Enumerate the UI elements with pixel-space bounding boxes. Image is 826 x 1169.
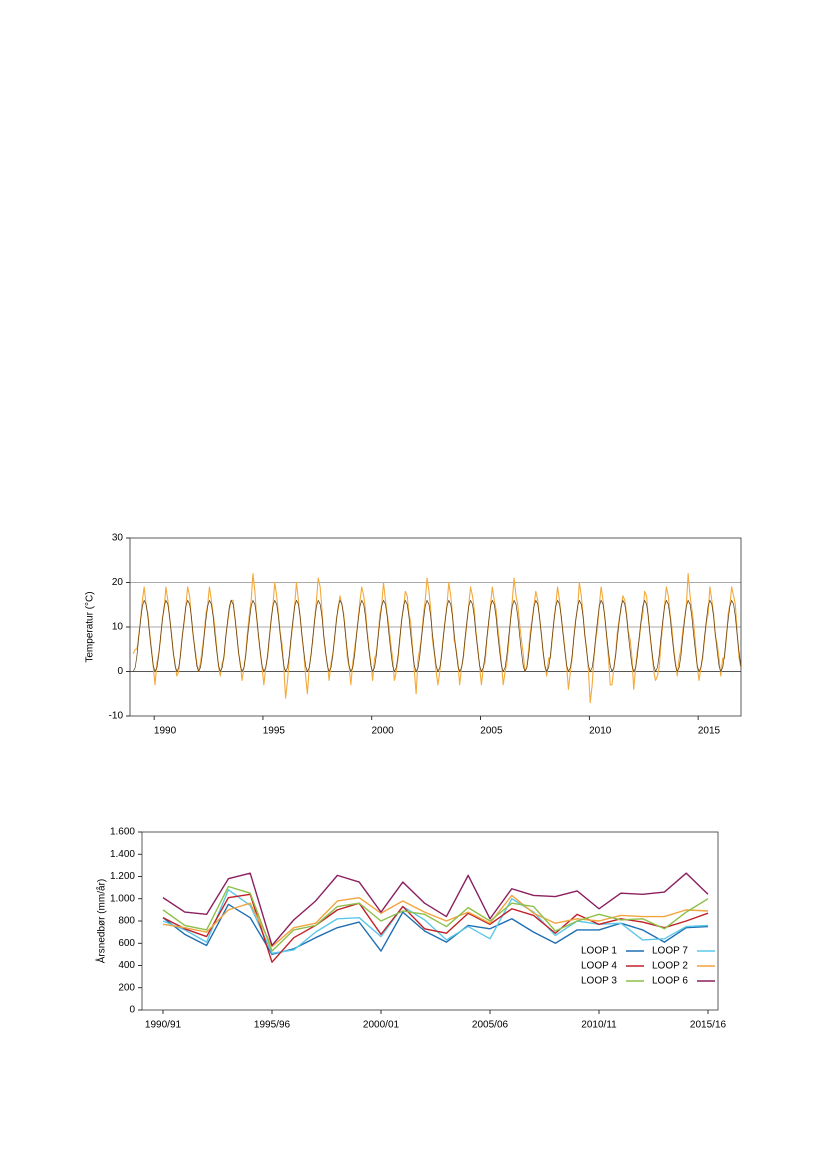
x-tick-label: 2015 <box>698 726 721 737</box>
y-tick-label: 1.400 <box>110 849 135 860</box>
line-series <box>162 893 709 963</box>
y-tick-label: 10 <box>112 622 124 633</box>
y-tick-label: 0 <box>117 666 123 677</box>
line-series <box>132 599 742 672</box>
legend-label: LOOP 6 <box>652 976 688 987</box>
line-series <box>162 872 709 947</box>
y-tick-label: 600 <box>118 938 135 949</box>
y-tick-label: 1.200 <box>110 871 135 882</box>
y-tick-label: 30 <box>112 533 124 544</box>
x-tick-label: 2005 <box>480 726 503 737</box>
y-tick-label: -10 <box>109 711 124 722</box>
line-series <box>162 894 709 948</box>
plot-frame <box>129 537 742 717</box>
legend-label: LOOP 1 <box>581 946 617 957</box>
x-tick-label: 2010/11 <box>581 1020 617 1031</box>
y-tick-label: 200 <box>118 982 135 993</box>
x-tick-label: 2005/06 <box>472 1020 509 1031</box>
y-tick-label: 0 <box>129 1005 135 1016</box>
legend-label: LOOP 4 <box>581 961 617 972</box>
line-series <box>162 889 709 954</box>
x-tick-label: 1990/91 <box>145 1020 182 1031</box>
x-tick-label: 2015/16 <box>690 1020 727 1031</box>
y-axis-label: Temperatur (°C) <box>85 591 96 662</box>
x-tick-label: 2000/01 <box>363 1020 400 1031</box>
y-tick-label: 20 <box>112 577 124 588</box>
legend-label: LOOP 2 <box>652 961 688 972</box>
x-tick-label: 1995/96 <box>254 1020 291 1031</box>
legend-label: LOOP 3 <box>581 976 617 987</box>
x-tick-label: 1995 <box>263 726 286 737</box>
line-series <box>132 573 742 704</box>
y-tick-label: 400 <box>118 960 135 971</box>
x-tick-label: 2010 <box>589 726 612 737</box>
x-tick-label: 1990 <box>154 726 177 737</box>
plot-frame <box>141 831 719 1011</box>
y-tick-label: 1.600 <box>110 827 135 838</box>
y-axis-label: Årsnedbør (mm/år) <box>95 879 108 963</box>
line-series <box>162 885 709 952</box>
y-tick-label: 800 <box>118 916 135 927</box>
x-tick-label: 2000 <box>372 726 395 737</box>
legend-label: LOOP 7 <box>652 946 688 957</box>
line-series <box>162 903 709 956</box>
y-tick-label: 1.000 <box>110 893 135 904</box>
